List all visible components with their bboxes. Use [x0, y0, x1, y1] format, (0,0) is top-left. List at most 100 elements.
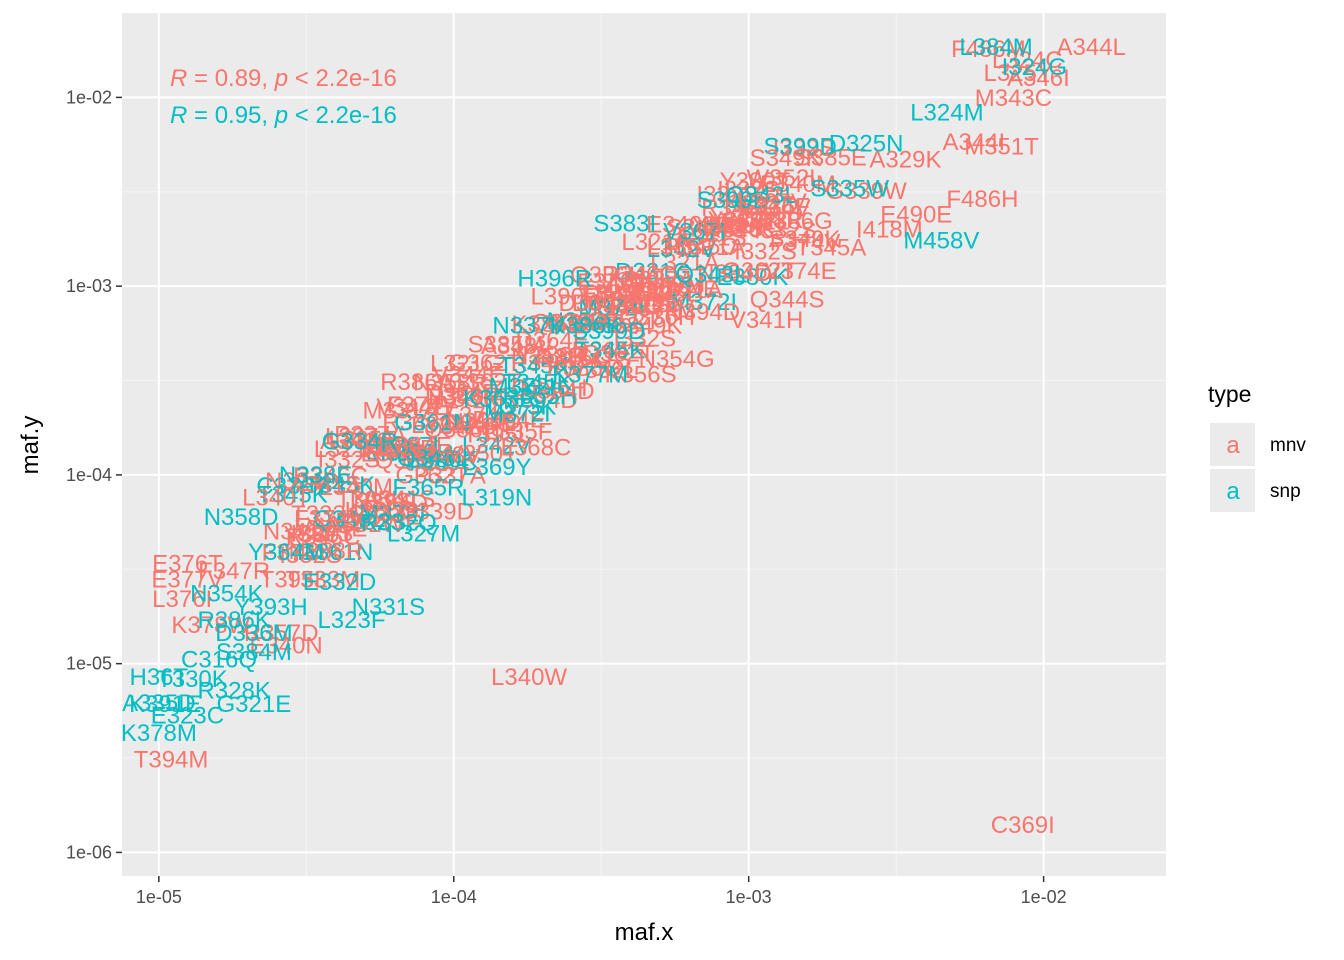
cluster-label: T345K [499, 352, 570, 379]
point-label-mnv: T333M [286, 566, 361, 593]
point-label-snp: N338E [279, 462, 352, 489]
point-label-mnv: L325Y [983, 60, 1052, 87]
cluster-label: W352L [747, 165, 823, 192]
cluster-label: K386G [586, 292, 661, 319]
point-label-mnv: L340W [491, 664, 567, 691]
cluster-label: T395L [260, 567, 328, 594]
cluster-label: L321A [676, 234, 745, 261]
cluster-label: N394D [446, 409, 521, 436]
annotation-mnv: R = 0.89, p < 2.2e-16 [170, 65, 397, 92]
cluster-label: E340M [595, 286, 671, 313]
cluster-label: N394D [665, 299, 740, 326]
cluster-label: L321A [314, 436, 383, 463]
point-label-mnv: E340N [249, 632, 322, 659]
cluster-label: F374V [611, 292, 682, 319]
point-label-mnv: S385M [468, 332, 544, 359]
point-label-snp: R386K [197, 607, 270, 634]
point-label-mnv: C369I [991, 812, 1055, 839]
point-label-mnv: Y342S [424, 414, 496, 441]
cluster-label: G361N [394, 410, 470, 437]
point-label-mnv: A344L [1057, 34, 1126, 61]
point-label-snp: Y364M [248, 539, 324, 566]
legend-key-snp [1210, 469, 1255, 512]
point-label-snp: A335D [122, 690, 195, 717]
point-label-mnv: L340T [242, 484, 310, 511]
point-label-snp: F365R [392, 474, 464, 501]
cluster-label: G362T [448, 369, 522, 396]
cluster-label: E340M [581, 281, 657, 308]
cluster-label: I332S [696, 181, 759, 208]
cluster-label: S349K [610, 312, 682, 339]
cluster-label: D364E [378, 433, 451, 460]
point-label-snp: E323C [151, 703, 224, 730]
cluster-label: R346C [293, 463, 368, 490]
point-label-mnv: L321G [430, 350, 502, 377]
point-label-snp: G334R [322, 429, 398, 456]
point-label-snp: S383I [593, 210, 656, 237]
point-label-mnv: L387A [325, 423, 394, 450]
point-label-snp: H36T [130, 664, 189, 691]
cluster-label: V344E [376, 394, 448, 421]
point-label-mnv: E377V [151, 566, 223, 593]
cluster-label: T345K [257, 481, 328, 508]
cluster-label: A341S [675, 224, 747, 251]
point-label-mnv: N341Y [263, 519, 336, 546]
cluster-label: K386G [547, 355, 622, 382]
y-axis-title: maf.y [17, 416, 44, 475]
cluster-label: E340M [428, 384, 504, 411]
cluster-label: T395L [463, 422, 531, 449]
cluster-label: L335F [484, 418, 552, 445]
cluster-label: Q336H [531, 309, 607, 336]
cluster-label: V344E [349, 504, 421, 531]
cluster-label: F374V [444, 402, 515, 429]
cluster-label: E340M [361, 440, 437, 467]
legend-label-snp: snp [1270, 481, 1301, 502]
cluster-label: L342V [462, 433, 531, 460]
cluster-label: A341S [320, 428, 392, 455]
cluster-label: M372I [484, 401, 551, 428]
y-tick-label: 1e-03 [66, 276, 112, 296]
cluster-label: S349K [701, 212, 773, 239]
cluster-label: N394D [549, 312, 624, 339]
cluster-label: D364E [558, 290, 631, 317]
cluster-label: D364E [425, 380, 498, 407]
y-tick-label: 1e-06 [66, 842, 112, 862]
y-tick-label: 1e-02 [66, 87, 112, 107]
cluster-label: L342V [647, 236, 716, 263]
plot-panel [122, 13, 1166, 876]
cluster-label: A341S [560, 346, 632, 373]
point-label-snp: V386K [550, 312, 622, 339]
point-label-mnv: N354G [639, 346, 715, 373]
cluster-label: F374V [294, 506, 365, 533]
cluster-label: K386G [345, 498, 420, 525]
point-label-mnv: T345A [796, 235, 867, 262]
cluster-label: R346C [382, 410, 457, 437]
cluster-label: L335F [439, 386, 507, 413]
cluster-label: Q336H [424, 417, 500, 444]
cluster-label: I332S [773, 135, 836, 162]
cluster-label: F374V [624, 295, 695, 322]
point-label-mnv: T394M [134, 747, 209, 774]
cluster-label: L321A [653, 277, 722, 304]
cluster-label: Q343L [313, 506, 385, 533]
point-label-mnv: A344I [942, 129, 1005, 156]
cluster-label: V344E [295, 516, 367, 543]
cluster-label: M372I [359, 500, 426, 527]
point-label-mnv: R357D [244, 620, 319, 647]
cluster-label: Q343L [675, 262, 747, 289]
cluster-label: L321A [621, 229, 690, 256]
cluster-label: D364E [515, 327, 588, 354]
point-label-mnv: A329K [869, 146, 941, 173]
cluster-label: A341S [289, 471, 361, 498]
y-tick-label: 1e-04 [66, 465, 112, 485]
cluster-label: A348V [481, 333, 553, 360]
cluster-label: V344E [444, 410, 516, 437]
minor-gridlines [122, 13, 1166, 876]
cluster-label: Q336H [570, 262, 646, 289]
point-label-snp: R332Q [361, 509, 437, 536]
cluster-label: Y380T [720, 168, 791, 195]
cluster-label: S399D [763, 134, 836, 161]
point-label-snp: L324M [910, 100, 983, 127]
point-label-snp: S335W [810, 175, 889, 202]
